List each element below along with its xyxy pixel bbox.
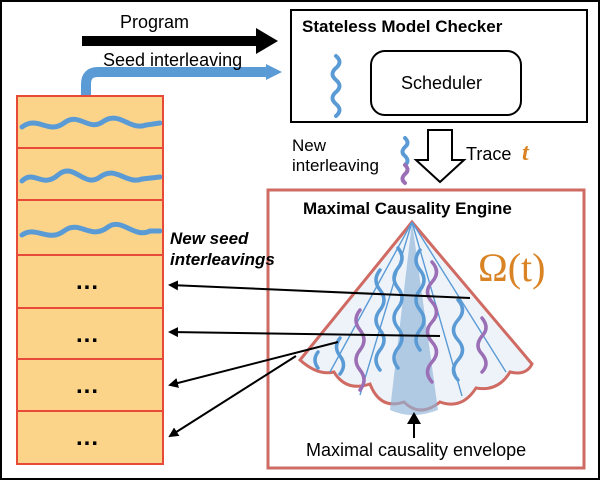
stack-row: ...	[16, 358, 164, 412]
feedback-arrows	[168, 280, 471, 438]
checker-thread-squiggle	[330, 54, 342, 118]
stack-row: ...	[16, 254, 164, 309]
stack-row: ...	[16, 410, 164, 465]
scheduler-box	[370, 50, 522, 116]
cone-trace	[334, 336, 346, 376]
stack-row-ellipsis: ...	[76, 372, 100, 399]
stack-row-trace	[19, 115, 162, 130]
trace-arrow	[413, 129, 467, 184]
omega-label: Ω(t)	[478, 245, 546, 290]
program-label: Program	[120, 12, 190, 32]
cone-trace	[414, 248, 426, 352]
seed-interleaving-label: Seed interleaving	[103, 50, 243, 70]
envelope-label: Maximal causality envelope	[306, 440, 527, 460]
seed-interleaving-arrow	[81, 64, 282, 102]
cone-trace	[476, 316, 488, 374]
new-interleaving-label: New interleaving	[292, 136, 379, 175]
cone-trace	[451, 298, 465, 382]
stack-row-trace	[19, 222, 162, 238]
stack-row-trace	[19, 168, 162, 184]
cone-trace	[392, 246, 404, 370]
scheduler-label: Scheduler	[401, 73, 483, 93]
new-seed-label: New seed interleavings	[170, 229, 275, 269]
stack-row: ...	[16, 307, 164, 360]
trace-label: Trace	[466, 144, 512, 164]
program-arrow	[82, 28, 278, 54]
stack-row-ellipsis: ...	[76, 424, 100, 451]
trace-symbol: t	[522, 140, 529, 166]
stack-row-ellipsis: ...	[76, 321, 100, 348]
cone-trace	[313, 350, 320, 370]
stack-row	[16, 147, 164, 201]
cone-trace	[425, 260, 439, 384]
stack-row-ellipsis: ...	[76, 268, 100, 295]
cone-traces	[313, 246, 488, 392]
causality-engine-title: Maximal Causality Engine	[303, 199, 512, 218]
cone-trace	[354, 308, 366, 392]
new-interleaving-squiggle-tail	[400, 163, 410, 185]
stack-row	[16, 95, 164, 149]
cone-trace	[374, 268, 386, 372]
new-interleaving-squiggle	[400, 136, 410, 167]
model-checker-title: Stateless Model Checker	[302, 17, 503, 36]
envelope-arrow	[407, 412, 421, 438]
stack-row	[16, 199, 164, 256]
